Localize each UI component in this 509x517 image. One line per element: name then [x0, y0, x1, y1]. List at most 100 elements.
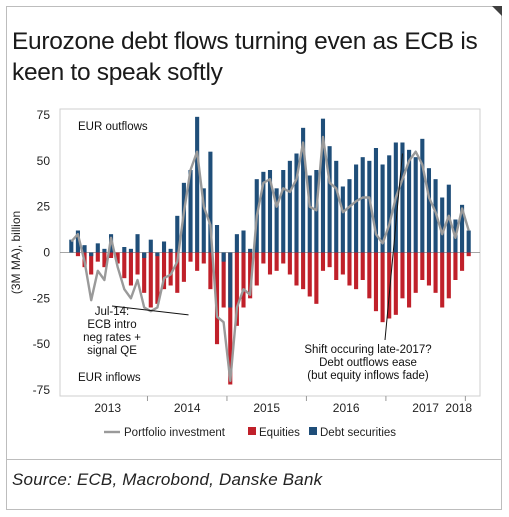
- equities-bar: [466, 252, 471, 257]
- debt-bar: [407, 149, 412, 253]
- debt-bar: [122, 247, 127, 253]
- debt-bar: [148, 239, 153, 253]
- equities-bar: [373, 252, 379, 312]
- equities-bar: [453, 252, 458, 280]
- source-note: Source: ECB, Macrobond, Danske Bank: [12, 470, 323, 489]
- equities-bar: [221, 252, 226, 308]
- equities-bar: [108, 252, 114, 258]
- equities-bar: [181, 252, 186, 282]
- y-tick-label: 0: [43, 246, 50, 260]
- equities-bar: [387, 252, 392, 319]
- equities-bar: [400, 252, 405, 299]
- debt-bar: [320, 118, 326, 253]
- debt-bar: [128, 248, 133, 253]
- debt-bar: [413, 157, 418, 253]
- x-tick-label: 2017: [412, 401, 439, 415]
- shift-annotation-line: Shift occuring late-2017?: [304, 344, 431, 356]
- debt-bar: [161, 241, 167, 253]
- qe-annotation-line: ECB intro: [87, 319, 136, 331]
- debt-bar: [201, 188, 206, 253]
- equities-bar: [155, 252, 160, 304]
- debt-bar: [360, 157, 365, 253]
- equities-bar: [135, 252, 140, 275]
- equities-bar: [241, 252, 246, 308]
- debt-bar: [195, 116, 200, 253]
- debt-bar: [102, 248, 107, 253]
- corner-mark: [492, 6, 502, 16]
- equities-bar: [347, 252, 352, 286]
- debt-bar: [287, 160, 292, 253]
- equities-bar: [354, 252, 359, 290]
- debt-bar: [175, 215, 180, 253]
- debt-bar: [135, 234, 140, 253]
- equities-bar: [148, 252, 153, 308]
- qe-arrow: [111, 305, 189, 316]
- debt-bar: [69, 239, 74, 253]
- y-tick-label: 50: [37, 154, 51, 168]
- debt-bar: [400, 142, 405, 253]
- equities-bar: [95, 252, 100, 262]
- inflows-label: EUR inflows: [78, 372, 141, 384]
- legend-equities-label: Equities: [259, 427, 300, 439]
- debt-bar: [301, 127, 306, 253]
- debt-bar: [214, 225, 220, 253]
- debt-bar: [334, 160, 339, 253]
- equities-bar: [360, 252, 365, 280]
- qe-annotation-line: neg rates +: [83, 332, 141, 344]
- equities-bar: [420, 252, 425, 280]
- debt-bar: [75, 230, 80, 253]
- equities-bar: [393, 252, 398, 315]
- equities-bar: [460, 252, 465, 271]
- debt-bar: [155, 252, 160, 257]
- x-tick-label: 2015: [253, 401, 280, 415]
- x-tick-label: 2013: [94, 401, 121, 415]
- debt-bar: [221, 252, 226, 262]
- equities-bar: [281, 252, 286, 264]
- debt-bar: [367, 160, 372, 253]
- debt-bar: [274, 188, 279, 253]
- debt-bar: [440, 197, 445, 253]
- debt-bar: [466, 230, 471, 253]
- equities-bar: [327, 252, 332, 268]
- qe-annotation-line: signal QE: [87, 345, 137, 357]
- equities-bar: [161, 252, 167, 290]
- debt-bar: [307, 175, 312, 253]
- equities-bar: [440, 252, 445, 308]
- debt-bar: [188, 170, 193, 253]
- legend-equities-swatch: [248, 427, 256, 435]
- chart-title: Eurozone debt flows turning even as ECB …: [12, 28, 478, 86]
- debt-bar: [387, 155, 392, 253]
- equities-bar: [307, 252, 312, 297]
- equities-bar: [115, 252, 120, 264]
- shift-annotation-line: Debt outflows ease: [319, 357, 417, 369]
- debt-bar: [373, 148, 379, 253]
- outflows-label: EUR outflows: [78, 121, 148, 133]
- debt-bar: [248, 248, 253, 253]
- shift-annotation-line: (but equity inflows fade): [307, 370, 429, 382]
- portfolio-line: [70, 135, 470, 382]
- debt-bar: [82, 245, 87, 253]
- equities-bar: [320, 252, 326, 271]
- y-tick-label: -75: [33, 383, 51, 397]
- equities-bar: [287, 252, 292, 275]
- equities-bar: [102, 252, 107, 268]
- debt-bar: [142, 252, 147, 258]
- equities-bar: [188, 252, 193, 262]
- equities-bar: [122, 252, 127, 279]
- debt-bar: [426, 168, 432, 253]
- debt-bar: [281, 170, 286, 253]
- debt-bar: [294, 153, 299, 253]
- y-axis-label: (3M MA), billion: [9, 211, 23, 294]
- debt-bar: [261, 171, 266, 253]
- equities-bar: [426, 252, 432, 286]
- equities-bar: [142, 252, 147, 293]
- equities-bar: [433, 252, 438, 293]
- debt-bar: [354, 164, 359, 253]
- legend-debt-swatch: [309, 427, 317, 435]
- equities-bar: [89, 252, 94, 275]
- x-tick-label: 2016: [333, 401, 360, 415]
- shift-arrow: [384, 153, 403, 341]
- debt-bar: [420, 138, 425, 253]
- equities-bar: [340, 252, 345, 275]
